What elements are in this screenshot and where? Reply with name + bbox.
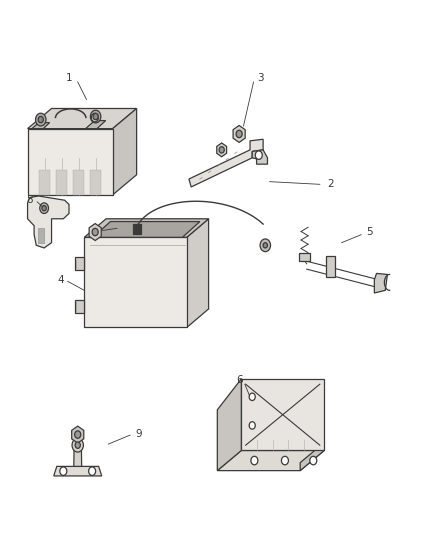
Polygon shape (84, 219, 208, 237)
Polygon shape (325, 256, 334, 277)
Circle shape (38, 116, 43, 123)
Polygon shape (113, 109, 136, 195)
Polygon shape (241, 379, 323, 450)
Polygon shape (374, 273, 387, 293)
Circle shape (35, 113, 46, 126)
Circle shape (91, 114, 98, 122)
Text: 9: 9 (135, 429, 142, 439)
Circle shape (90, 110, 101, 123)
Polygon shape (28, 128, 113, 195)
Circle shape (74, 431, 81, 438)
Circle shape (75, 442, 80, 448)
Circle shape (309, 456, 316, 465)
Text: 6: 6 (235, 375, 242, 385)
Circle shape (60, 467, 67, 475)
Polygon shape (28, 196, 69, 248)
Text: 3: 3 (257, 73, 264, 83)
Circle shape (92, 228, 98, 236)
Polygon shape (299, 253, 309, 261)
Text: 8: 8 (26, 195, 33, 205)
Polygon shape (74, 434, 81, 466)
Bar (39, 228, 44, 243)
Circle shape (42, 206, 46, 211)
Polygon shape (74, 300, 84, 313)
Text: 2: 2 (327, 179, 333, 189)
Circle shape (219, 147, 224, 153)
Bar (73, 169, 84, 195)
Bar (56, 169, 67, 195)
Polygon shape (188, 139, 262, 187)
Text: 3: 3 (122, 222, 129, 232)
Circle shape (93, 114, 98, 120)
Circle shape (259, 239, 270, 252)
Polygon shape (74, 257, 84, 270)
Polygon shape (28, 109, 136, 128)
Circle shape (40, 203, 48, 214)
Circle shape (88, 467, 95, 475)
Polygon shape (132, 224, 141, 233)
Polygon shape (252, 150, 267, 164)
Text: 1: 1 (66, 73, 72, 83)
Polygon shape (84, 237, 186, 327)
Circle shape (262, 243, 267, 248)
Text: 4: 4 (57, 274, 64, 285)
Polygon shape (217, 379, 241, 471)
Polygon shape (85, 120, 106, 128)
Text: 5: 5 (366, 227, 372, 237)
Circle shape (251, 456, 257, 465)
Polygon shape (93, 222, 199, 237)
Polygon shape (300, 442, 323, 471)
Polygon shape (89, 223, 101, 240)
Polygon shape (186, 219, 208, 327)
Circle shape (281, 456, 288, 465)
Polygon shape (32, 123, 49, 128)
Bar (90, 169, 101, 195)
Polygon shape (216, 143, 226, 157)
Circle shape (249, 422, 254, 429)
Circle shape (249, 393, 254, 400)
Polygon shape (233, 125, 244, 142)
Circle shape (72, 438, 83, 452)
Circle shape (254, 151, 261, 159)
Polygon shape (53, 466, 102, 476)
Circle shape (236, 130, 242, 138)
Bar (39, 169, 49, 195)
Polygon shape (217, 450, 323, 471)
Polygon shape (71, 426, 84, 443)
